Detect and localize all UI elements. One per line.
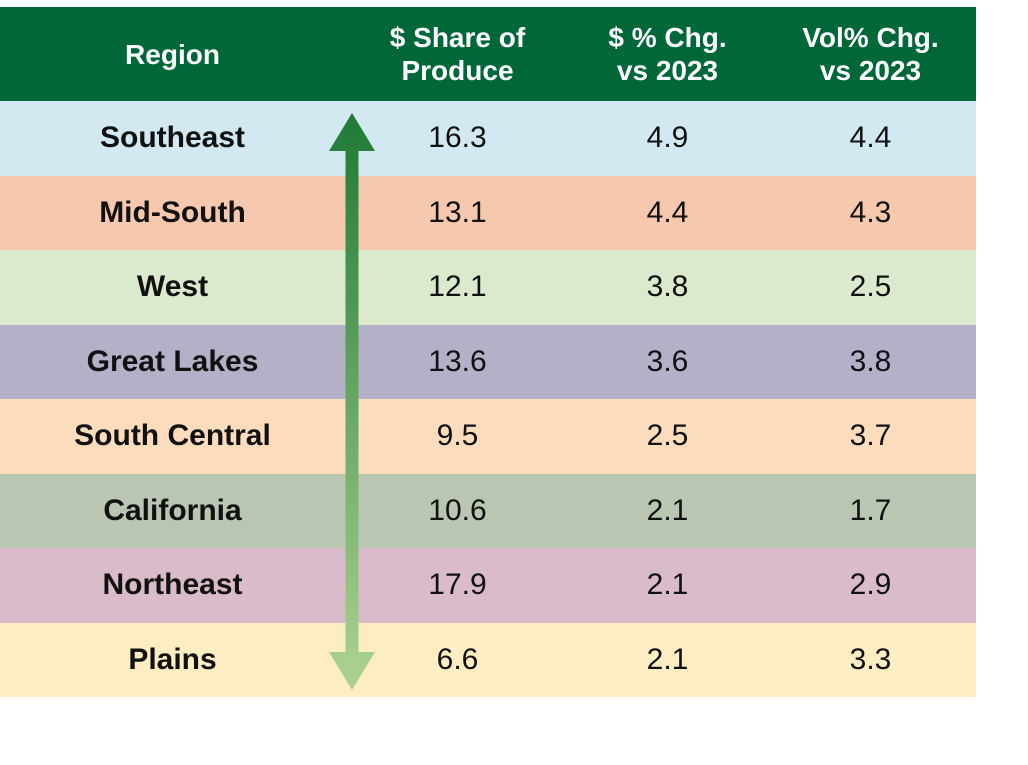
table-row: Great Lakes 13.6 3.6 3.8 xyxy=(0,324,976,399)
table-row: Mid-South 13.1 4.4 4.3 xyxy=(0,175,976,250)
column-header-dollar-chg-line1: $ % Chg. xyxy=(608,22,727,53)
vol-pct-chg-cell: 3.8 xyxy=(849,344,892,378)
column-header-dollar-chg-line2: vs 2023 xyxy=(616,55,719,86)
share-of-produce-cell: 10.6 xyxy=(428,493,487,527)
region-name-cell: Mid-South xyxy=(99,195,246,229)
share-of-produce-cell: 9.5 xyxy=(436,419,479,453)
vol-pct-chg-cell: 3.3 xyxy=(849,642,892,676)
dollar-pct-chg-cell: 4.4 xyxy=(646,195,689,229)
table-header-row: Region $ Share of Produce $ % Chg. vs 20… xyxy=(0,7,976,101)
dollar-pct-chg-cell: 2.1 xyxy=(646,642,689,676)
vol-pct-chg-cell: 4.4 xyxy=(849,121,892,155)
share-of-produce-cell: 16.3 xyxy=(428,121,487,155)
dollar-pct-chg-cell: 3.8 xyxy=(646,270,689,304)
column-header-region-label: Region xyxy=(125,38,220,70)
column-header-region: Region xyxy=(0,38,345,71)
table-row: West 12.1 3.8 2.5 xyxy=(0,250,976,325)
column-header-dollar-chg: $ % Chg. vs 2023 xyxy=(570,21,765,87)
column-header-share-line2: Produce xyxy=(401,55,514,86)
vol-pct-chg-cell: 2.9 xyxy=(849,568,892,602)
share-of-produce-cell: 13.1 xyxy=(428,195,487,229)
column-header-vol-chg-line2: vs 2023 xyxy=(819,55,922,86)
region-name-cell: West xyxy=(136,270,209,304)
column-header-vol-chg: Vol% Chg. vs 2023 xyxy=(765,21,976,87)
region-name-cell: Southeast xyxy=(99,121,246,155)
dollar-pct-chg-cell: 4.9 xyxy=(646,121,689,155)
table-row: Southeast 16.3 4.9 4.4 xyxy=(0,101,976,176)
column-header-share-line1: $ Share of xyxy=(389,22,526,53)
dollar-pct-chg-cell: 3.6 xyxy=(646,344,689,378)
vol-pct-chg-cell: 1.7 xyxy=(849,493,892,527)
dollar-pct-chg-cell: 2.1 xyxy=(646,568,689,602)
region-name-cell: Plains xyxy=(128,642,217,676)
region-name-cell: California xyxy=(103,493,242,527)
share-of-produce-cell: 13.6 xyxy=(428,344,487,378)
table-row: Plains 6.6 2.1 3.3 xyxy=(0,622,976,697)
vol-pct-chg-cell: 2.5 xyxy=(849,270,892,304)
dollar-pct-chg-cell: 2.5 xyxy=(646,419,689,453)
share-of-produce-cell: 12.1 xyxy=(428,270,487,304)
column-header-vol-chg-line1: Vol% Chg. xyxy=(802,22,939,53)
produce-region-table: Region $ Share of Produce $ % Chg. vs 20… xyxy=(0,7,976,697)
table-body: Southeast 16.3 4.9 4.4 Mid-South 13.1 4.… xyxy=(0,101,976,697)
region-name-cell: Great Lakes xyxy=(86,344,259,378)
share-of-produce-cell: 6.6 xyxy=(436,642,479,676)
share-of-produce-cell: 17.9 xyxy=(428,568,487,602)
table-row: Northeast 17.9 2.1 2.9 xyxy=(0,548,976,623)
region-name-cell: Northeast xyxy=(102,568,243,602)
table-row: California 10.6 2.1 1.7 xyxy=(0,473,976,548)
vol-pct-chg-cell: 3.7 xyxy=(849,419,892,453)
column-header-share: $ Share of Produce xyxy=(345,21,570,87)
table-row: South Central 9.5 2.5 3.7 xyxy=(0,399,976,474)
vol-pct-chg-cell: 4.3 xyxy=(849,195,892,229)
region-name-cell: South Central xyxy=(74,419,271,453)
dollar-pct-chg-cell: 2.1 xyxy=(646,493,689,527)
